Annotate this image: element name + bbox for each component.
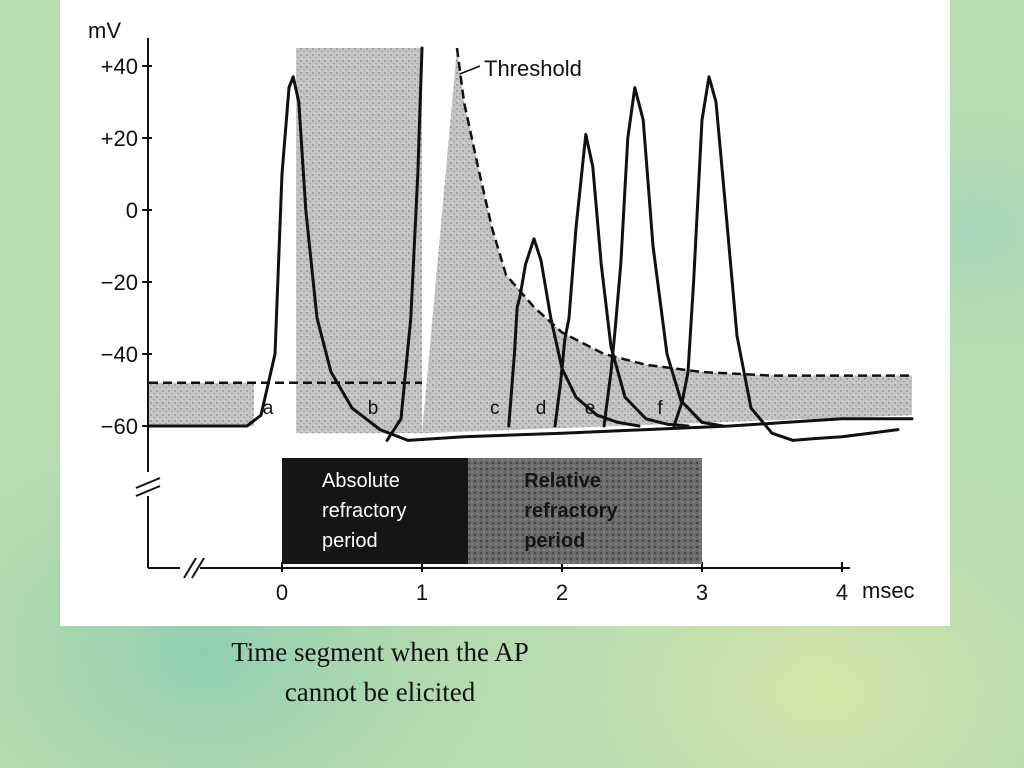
x-tick-label: 1: [416, 580, 428, 605]
relative-period-label: Relative: [524, 470, 601, 492]
x-tick-label: 0: [276, 580, 288, 605]
absolute-period-label: Absolute: [322, 470, 400, 492]
relative-period-label: period: [524, 530, 585, 552]
threshold-line: [149, 47, 912, 385]
curve-label-b: b: [368, 398, 379, 419]
y-tick-label: −60: [101, 414, 138, 439]
ap-trace-c: [507, 237, 641, 428]
axes: +40 +20 0 −20 −40 −60 0 1 2 3 4: [101, 38, 850, 605]
curve-label-d: d: [536, 398, 547, 419]
curve-label-c: c: [490, 398, 500, 419]
y-tick-label: +40: [101, 54, 138, 79]
action-potential-chart: +40 +20 0 −20 −40 −60 0 1 2 3 4 Absolute refractory…: [88, 18, 915, 605]
threshold-leader-line: [459, 65, 481, 75]
y-tick-label: +20: [101, 126, 138, 151]
y-axis-label: mV: [88, 18, 121, 43]
curve-label-e: e: [585, 398, 596, 419]
relative-refractory-shading: [422, 48, 912, 434]
curve-label-f: f: [657, 398, 663, 419]
caption-line-1: Time segment when the AP: [231, 637, 529, 667]
y-tick-label: −40: [101, 342, 138, 367]
threshold-label: Threshold: [484, 56, 582, 81]
absolute-period-label: refractory: [322, 500, 406, 522]
x-axis-break-mark: [183, 557, 197, 579]
threshold-curve: [149, 47, 912, 385]
ap-trace-e: [602, 86, 725, 428]
slide-caption: Time segment when the AP cannot be elici…: [150, 632, 610, 712]
ap-trace-a: [147, 75, 914, 442]
ap-trace-b: [385, 46, 424, 442]
x-axis-label: msec: [862, 578, 915, 603]
action-potential-traces: a b c d e f: [147, 46, 914, 442]
ap-trace-f: [672, 75, 900, 442]
y-axis-break-mark: [135, 477, 161, 489]
relative-refractory-bar: [468, 458, 702, 564]
y-tick-label: 0: [126, 198, 138, 223]
x-tick-label: 3: [696, 580, 708, 605]
figure-panel: +40 +20 0 −20 −40 −60 0 1 2 3 4 Absolute refractory…: [60, 0, 950, 626]
y-tick-label: −20: [101, 270, 138, 295]
refractory-shading: [148, 48, 912, 434]
y-axis-break-mark: [135, 485, 161, 497]
baseline-threshold-band: [148, 382, 254, 426]
absolute-refractory-shading: [296, 48, 422, 434]
curve-label-a: a: [263, 398, 274, 419]
x-tick-label: 4: [836, 580, 848, 605]
absolute-period-label: period: [322, 530, 378, 552]
relative-period-label: refractory: [524, 500, 618, 522]
refractory-period-bars: Absolute refractory period Relative refracto…: [282, 458, 702, 564]
x-tick-label: 2: [556, 580, 568, 605]
x-axis-break-mark: [191, 557, 205, 579]
ap-trace-d: [553, 132, 690, 428]
absolute-refractory-bar: [282, 458, 469, 564]
caption-line-2: cannot be elicited: [284, 677, 476, 707]
